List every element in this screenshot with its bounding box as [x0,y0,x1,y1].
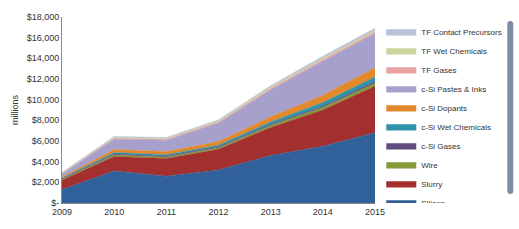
svg-text:$18,000: $18,000 [27,12,60,22]
svg-text:$6,000: $6,000 [32,136,60,146]
svg-text:2009: 2009 [52,207,72,217]
svg-text:$4,000: $4,000 [32,157,60,167]
svg-text:$10,000: $10,000 [27,95,60,105]
svg-text:Slurry: Slurry [421,180,442,189]
svg-text:c-Si Dopants: c-Si Dopants [421,104,467,113]
svg-text:TF Wet Chemicals: TF Wet Chemicals [421,47,487,56]
svg-text:2015: 2015 [365,207,385,217]
svg-text:$12,000: $12,000 [27,74,60,84]
svg-text:2014: 2014 [313,207,333,217]
svg-text:Silicon: Silicon [421,199,445,203]
svg-text:2012: 2012 [208,207,228,217]
svg-text:TF Gases: TF Gases [421,66,456,75]
svg-text:c-Si Pastes & Inks: c-Si Pastes & Inks [421,85,486,94]
svg-text:2010: 2010 [104,207,124,217]
svg-text:$14,000: $14,000 [27,53,60,63]
svg-text:Wire: Wire [421,161,438,170]
svg-text:c-Si Gases: c-Si Gases [421,142,460,151]
svg-text:$2,000: $2,000 [32,177,60,187]
svg-text:TF Contact Precursors: TF Contact Precursors [421,28,501,37]
svg-text:2013: 2013 [261,207,281,217]
svg-text:c-Si Wet Chemicals: c-Si Wet Chemicals [421,123,491,132]
svg-text:2011: 2011 [157,207,176,217]
svg-text:$-: $- [51,198,59,208]
svg-text:$16,000: $16,000 [27,33,60,43]
svg-text:millions: millions [10,95,20,126]
svg-text:$8,000: $8,000 [32,115,60,125]
